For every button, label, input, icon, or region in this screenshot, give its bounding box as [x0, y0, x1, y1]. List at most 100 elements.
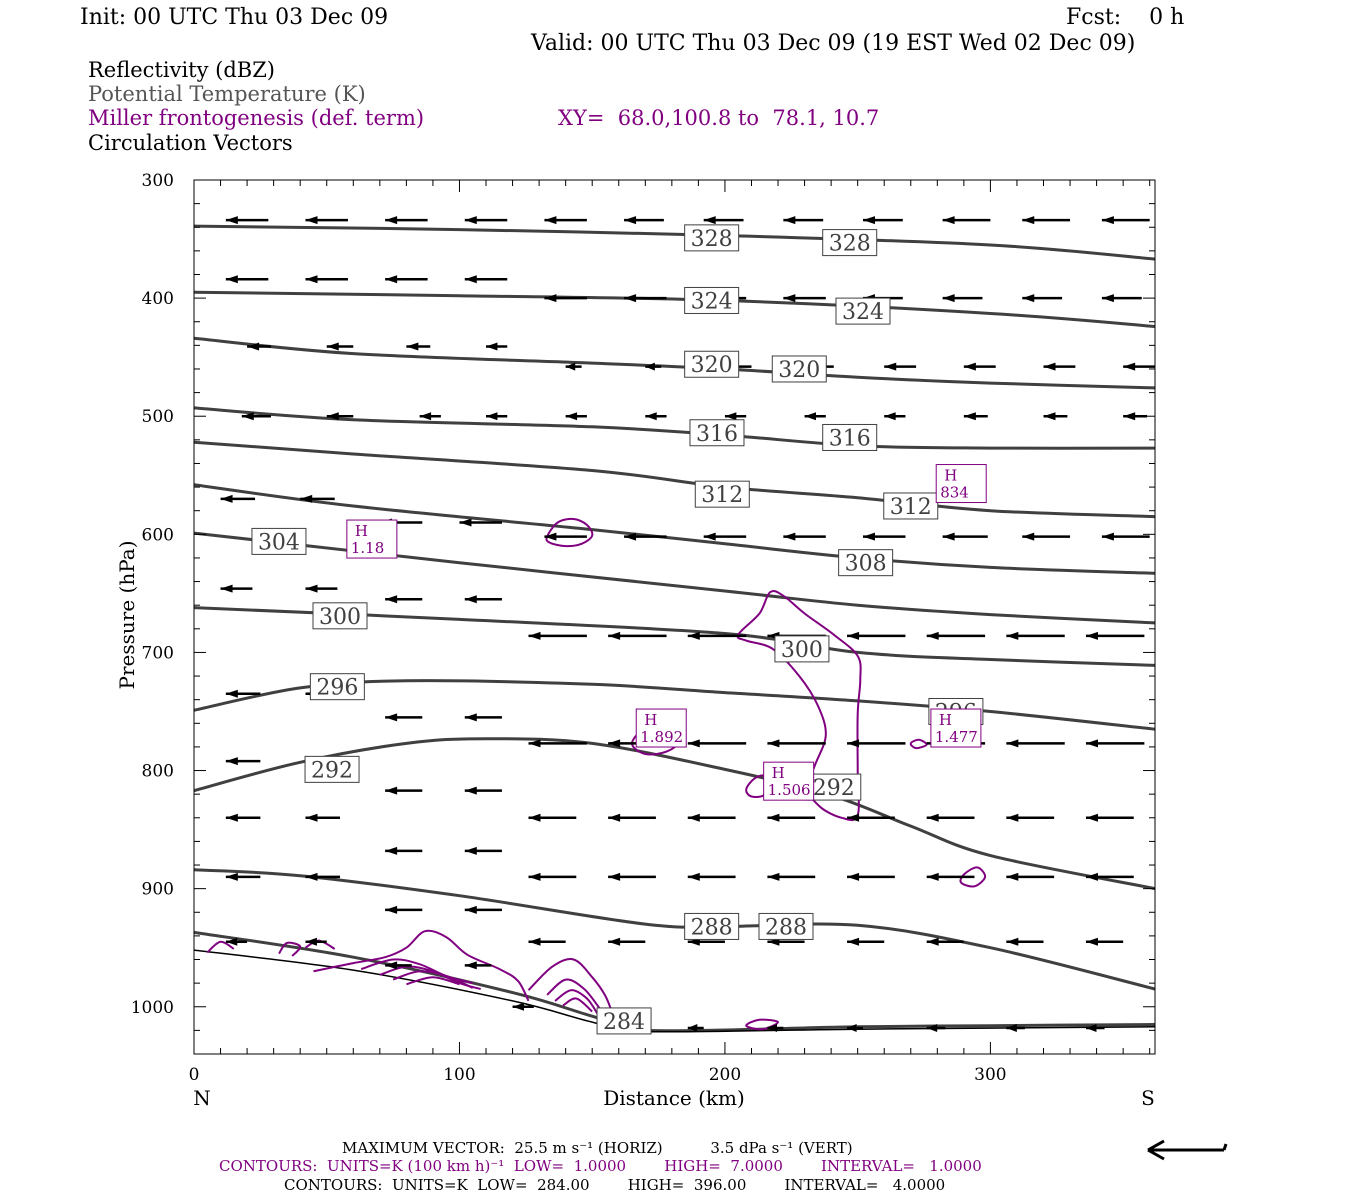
circulation-vector	[300, 494, 335, 503]
circulation-vector	[1006, 739, 1065, 748]
frontogenesis-high-label: H1.506	[763, 761, 815, 801]
circulation-vector	[703, 216, 744, 225]
circulation-vector	[385, 961, 412, 970]
legend-reflectivity: Reflectivity (dBZ)	[88, 58, 276, 82]
circulation-vector	[703, 532, 747, 541]
theta-contour-label: 300	[312, 602, 368, 630]
frontogenesis-contour	[278, 941, 302, 957]
circulation-vector	[926, 1024, 946, 1033]
theta-contour-284	[194, 930, 1155, 1033]
theta-contour-label: 308	[838, 549, 894, 577]
frontogenesis-contour	[313, 929, 530, 1002]
theta-contour-label: 292	[806, 773, 862, 801]
svg-text:292: 292	[813, 776, 855, 801]
circulation-vector	[624, 294, 667, 303]
frontogenesis-contour	[546, 978, 601, 1010]
circulation-vector	[926, 813, 975, 822]
circulation-vector	[862, 216, 903, 225]
circulation-vector	[528, 872, 577, 881]
y-tick-label: 500	[142, 407, 174, 427]
circulation-vector	[406, 342, 431, 351]
circulation-vector	[1006, 813, 1055, 822]
x-tick-label: 0	[189, 1065, 200, 1085]
theta-contour-info: CONTOURS: UNITS=K LOW= 284.00 HIGH= 396.…	[284, 1176, 946, 1194]
circulation-vector	[464, 595, 502, 604]
theta-contour-308	[194, 483, 1155, 575]
svg-text:834: 834	[940, 484, 969, 502]
circulation-vector	[512, 1002, 534, 1011]
x-axis-label: Distance (km)	[603, 1086, 745, 1110]
circulation-vector	[963, 362, 996, 371]
theta-contour-label: 328	[822, 229, 878, 257]
circulation-vector	[305, 216, 348, 225]
frontogenesis-contour	[959, 866, 987, 888]
frontogenesis-contour	[554, 989, 599, 1015]
svg-text:296: 296	[316, 676, 358, 701]
circulation-vector	[884, 362, 917, 371]
circulation-vector	[926, 631, 986, 640]
circulation-vector	[1022, 294, 1063, 303]
circulation-vector	[1101, 216, 1150, 225]
svg-text:312: 312	[701, 483, 743, 508]
frontogenesis-contour	[745, 1018, 780, 1031]
circulation-vector	[847, 813, 895, 822]
circulation-vector	[608, 937, 646, 946]
reference-vector	[1147, 1139, 1228, 1161]
circulation-vector	[225, 937, 248, 946]
circulation-vector	[1006, 872, 1055, 881]
frontogenesis-high-label: H1.892	[635, 708, 687, 748]
plot-frame	[193, 179, 1156, 1055]
circulation-vector	[225, 757, 261, 766]
svg-text:300: 300	[781, 638, 823, 663]
frontogenesis-high-label: H1.477	[930, 708, 982, 748]
y-tick-label: 400	[142, 289, 174, 309]
circulation-vector	[1101, 532, 1150, 541]
svg-text:H: H	[355, 522, 368, 540]
circulation-vector	[326, 342, 354, 351]
svg-text:300: 300	[319, 605, 361, 630]
circulation-vector	[528, 631, 587, 640]
x-tick-label: 300	[974, 1065, 1006, 1085]
frontogenesis-high-label: H1.18	[346, 519, 398, 559]
svg-text:320: 320	[778, 358, 820, 383]
theta-contour-328	[194, 224, 1155, 261]
circulation-vector	[247, 342, 271, 351]
y-tick-label: 800	[142, 762, 174, 782]
frontogenesis-contour	[206, 940, 235, 954]
svg-text:304: 304	[258, 530, 300, 555]
frontogenesis-contour	[909, 738, 928, 750]
circulation-vector	[847, 937, 885, 946]
circulation-vector	[565, 412, 587, 421]
circulation-vector	[608, 872, 656, 881]
circulation-vector	[1006, 937, 1044, 946]
theta-contour-292	[194, 737, 1155, 891]
circulation-vector	[724, 412, 747, 421]
circulation-vector	[464, 216, 508, 225]
circulation-vector	[528, 937, 566, 946]
svg-text:H: H	[939, 711, 952, 729]
maximum-vector-note: MAXIMUM VECTOR: 25.5 m s⁻¹ (HORIZ) 3.5 d…	[342, 1139, 853, 1157]
theta-contour-label: 292	[304, 755, 360, 783]
circulation-vector	[385, 846, 423, 855]
theta-contour-324	[194, 290, 1155, 328]
y-tick-label: 600	[142, 525, 174, 545]
svg-text:324: 324	[842, 300, 884, 325]
svg-text:1.506: 1.506	[768, 781, 811, 799]
circulation-vector	[767, 739, 826, 748]
circulation-vector	[1043, 412, 1068, 421]
circulation-vector	[486, 412, 508, 421]
theta-contour-label: 304	[251, 527, 307, 555]
svg-text:1.18: 1.18	[351, 539, 384, 557]
circulation-vector	[942, 216, 991, 225]
circulation-vector	[767, 872, 816, 881]
theta-contour-label: 328	[684, 224, 740, 252]
circulation-vector	[385, 713, 423, 722]
circulation-vector	[1085, 631, 1145, 640]
circulation-vector	[459, 518, 502, 527]
circulation-vector	[942, 532, 988, 541]
theta-contour-label: 316	[689, 419, 745, 447]
circulation-vector	[884, 412, 906, 421]
theta-contour-label: 320	[771, 355, 827, 383]
theta-contour-300	[194, 606, 1155, 667]
